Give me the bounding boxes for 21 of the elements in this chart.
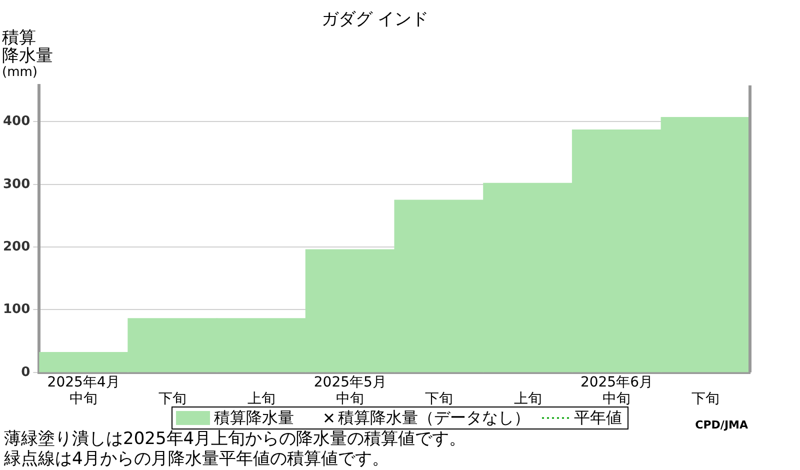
y-tick-label: 400 <box>2 114 30 130</box>
x-tick-label: 上旬 <box>514 391 542 408</box>
text: 緑点線は4月からの月降水量平年値の積算値です。 <box>3 448 389 469</box>
text: CPD/JMA <box>695 418 748 432</box>
y-tick-label: 300 <box>2 176 30 192</box>
y-tick-label: 100 <box>2 302 30 318</box>
x-tick-label: 上旬 <box>247 391 276 408</box>
x-tick-label: 2025年6月中旬 <box>580 374 653 408</box>
legend-label: 積算降水量（データなし） <box>338 408 530 428</box>
x-tick-label: 下旬 <box>424 391 453 408</box>
x-tick-label: 下旬 <box>158 391 186 408</box>
legend-label: 積算降水量 <box>214 408 294 428</box>
chart-title: ガダグ インド <box>321 10 429 30</box>
y-tick-label: 200 <box>2 239 30 254</box>
text: 薄緑塗り潰しは2025年4月上旬からの降水量の積算値です。 <box>4 428 466 449</box>
x-tick-label: 下旬 <box>692 391 720 408</box>
y-tick-label: 0 <box>21 364 30 380</box>
x-tick-label: 2025年4月中旬 <box>47 374 120 408</box>
legend-label: 平年値 <box>574 408 622 428</box>
y-axis-title: 積算降水量(mm) <box>2 28 53 80</box>
x-tick-label: 2025年5月中旬 <box>314 374 386 408</box>
